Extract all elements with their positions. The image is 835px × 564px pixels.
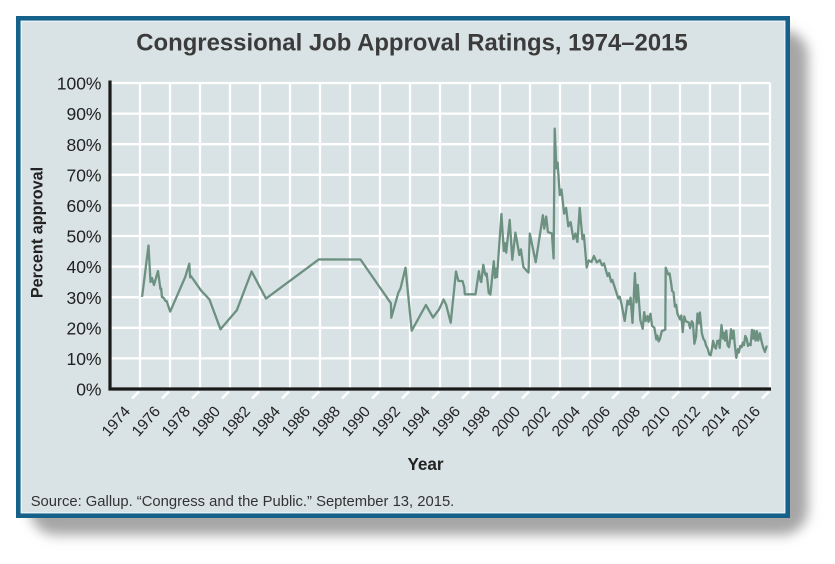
svg-text:20%: 20% bbox=[66, 318, 101, 338]
svg-text:50%: 50% bbox=[66, 227, 101, 247]
svg-text:70%: 70% bbox=[66, 165, 101, 185]
svg-text:Percent approval: Percent approval bbox=[28, 167, 46, 298]
svg-text:100%: 100% bbox=[57, 74, 102, 94]
svg-text:30%: 30% bbox=[66, 288, 101, 308]
svg-text:60%: 60% bbox=[66, 196, 101, 216]
svg-text:80%: 80% bbox=[66, 135, 101, 155]
svg-text:40%: 40% bbox=[66, 257, 101, 277]
svg-text:0%: 0% bbox=[76, 380, 101, 400]
svg-text:10%: 10% bbox=[66, 349, 101, 369]
svg-text:90%: 90% bbox=[66, 104, 101, 124]
svg-text:Year: Year bbox=[407, 455, 443, 474]
svg-text:Source: Gallup. “Congress and: Source: Gallup. “Congress and the Public… bbox=[31, 494, 455, 510]
svg-text:Congressional Job Approval Rat: Congressional Job Approval Ratings, 1974… bbox=[136, 29, 687, 56]
